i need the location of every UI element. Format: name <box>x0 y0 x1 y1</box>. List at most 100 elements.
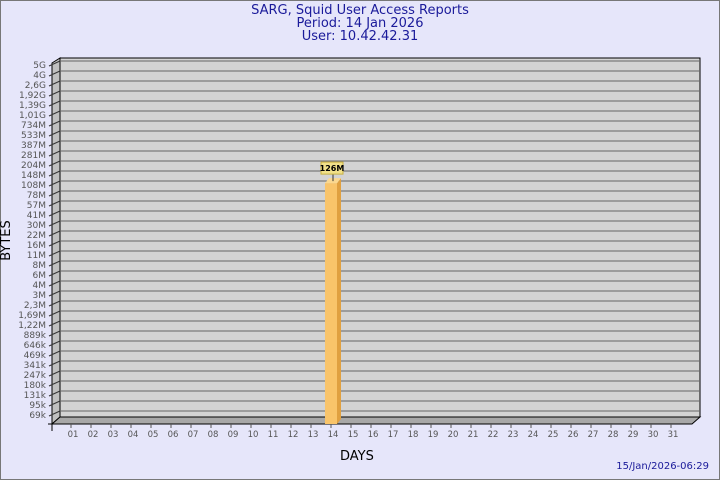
y-tick <box>48 400 61 407</box>
y-tick-label: 41M <box>27 211 46 221</box>
y-tick-label: 1,01G <box>19 111 46 121</box>
x-tick-label: 30 <box>648 430 659 440</box>
y-tick-label: 69k <box>29 411 46 421</box>
x-tick-label: 25 <box>548 430 559 440</box>
y-tick <box>48 300 61 307</box>
y-tick-label: 16M <box>27 241 46 251</box>
y-tick-label: 108M <box>21 181 46 191</box>
y-tick <box>48 390 61 397</box>
y-tick <box>48 230 61 237</box>
data-label-box <box>320 161 344 175</box>
x-tick-label: 14 <box>328 430 339 440</box>
x-tick-label: 26 <box>568 430 579 440</box>
y-tick <box>48 330 61 337</box>
chart-title: SARG, Squid User Access Reports <box>251 3 469 18</box>
x-axis-label: DAYS <box>340 449 374 464</box>
period-text: Period: 14 Jan 2026 <box>296 16 424 31</box>
data-label: 126M <box>320 164 345 173</box>
y-tick-label: 469k <box>24 351 47 361</box>
x-tick-label: 28 <box>608 430 619 440</box>
y-tick-label: 22M <box>27 231 46 241</box>
x-tick-label: 24 <box>528 430 539 440</box>
y-tick-label: 131k <box>24 391 47 401</box>
y-tick-label: 11M <box>27 251 46 261</box>
x-tick-label: 29 <box>628 430 639 440</box>
y-tick <box>48 180 61 187</box>
y-tick-label: 204M <box>21 161 46 171</box>
y-tick <box>48 270 61 277</box>
x-tick-label: 11 <box>268 430 279 440</box>
y-tick-label: 3M <box>33 291 47 301</box>
x-tick-label: 03 <box>108 430 119 440</box>
y-tick <box>48 100 61 107</box>
y-tick <box>48 60 61 67</box>
y-tick <box>48 90 61 97</box>
x-tick-label: 08 <box>208 430 219 440</box>
timestamp: 15/Jan/2026-06:29 <box>616 461 709 472</box>
y-tick <box>48 130 61 137</box>
y-tick <box>48 320 61 327</box>
y-tick <box>48 150 61 157</box>
y-tick <box>48 350 61 357</box>
x-tick-label: 20 <box>448 430 459 440</box>
x-tick-label: 05 <box>148 430 159 440</box>
y-tick-label: 148M <box>21 171 46 181</box>
x-tick-label: 12 <box>288 430 299 440</box>
y-tick-label: 4M <box>33 281 47 291</box>
y-tick-label: 341k <box>24 361 47 371</box>
y-tick-label: 2,6G <box>25 81 46 91</box>
x-tick-label: 19 <box>428 430 439 440</box>
y-tick <box>48 190 61 197</box>
x-tick-label: 21 <box>468 430 479 440</box>
y-tick <box>48 140 61 147</box>
x-tick-label: 04 <box>128 430 139 440</box>
x-tick-label: 10 <box>248 430 259 440</box>
y-tick-label: 5G <box>33 61 46 71</box>
x-tick-label: 01 <box>68 430 79 440</box>
y-tick <box>48 340 61 347</box>
user-text: User: 10.42.42.31 <box>301 29 419 44</box>
x-tick-label: 31 <box>668 430 679 440</box>
y-tick <box>48 110 61 117</box>
y-tick <box>48 120 61 127</box>
y-tick <box>48 200 61 207</box>
y-tick <box>48 210 61 217</box>
x-tick-label: 27 <box>588 430 599 440</box>
y-tick-label: 889k <box>24 331 47 341</box>
y-tick-label: 78M <box>27 191 46 201</box>
y-tick-label: 646k <box>24 341 47 351</box>
y-tick <box>48 170 61 177</box>
x-tick-label: 23 <box>508 430 519 440</box>
y-tick-label: 1,69M <box>18 311 46 321</box>
x-tick-label: 18 <box>408 430 419 440</box>
y-tick <box>48 370 61 377</box>
y-tick <box>48 240 61 247</box>
floor <box>50 416 702 425</box>
back-wall <box>59 57 701 418</box>
y-tick <box>48 360 61 367</box>
bar-day-14 <box>325 183 337 424</box>
y-tick-label: 387M <box>21 141 46 151</box>
x-tick-label: 16 <box>368 430 379 440</box>
y-tick-label: 1,92G <box>19 91 46 101</box>
x-tick-label: 22 <box>488 430 499 440</box>
y-tick-label: 533M <box>21 131 46 141</box>
y-tick-label: 4G <box>33 71 46 81</box>
y-tick <box>48 70 61 77</box>
y-tick-label: 180k <box>24 381 47 391</box>
y-tick-label: 281M <box>21 151 46 161</box>
y-tick-label: 1,39G <box>19 101 46 111</box>
y-tick <box>48 80 61 87</box>
y-tick-label: 6M <box>33 271 47 281</box>
y-tick-label: 247k <box>24 371 47 381</box>
y-tick <box>48 290 61 297</box>
y-tick-label: 95k <box>29 401 46 411</box>
x-tick-label: 15 <box>348 430 359 440</box>
x-tick-label: 02 <box>88 430 99 440</box>
y-tick <box>48 310 61 317</box>
x-tick-label: 13 <box>308 430 319 440</box>
y-tick-label: 57M <box>27 201 46 211</box>
x-tick-label: 09 <box>228 430 239 440</box>
y-tick-label: 2,3M <box>24 301 46 311</box>
